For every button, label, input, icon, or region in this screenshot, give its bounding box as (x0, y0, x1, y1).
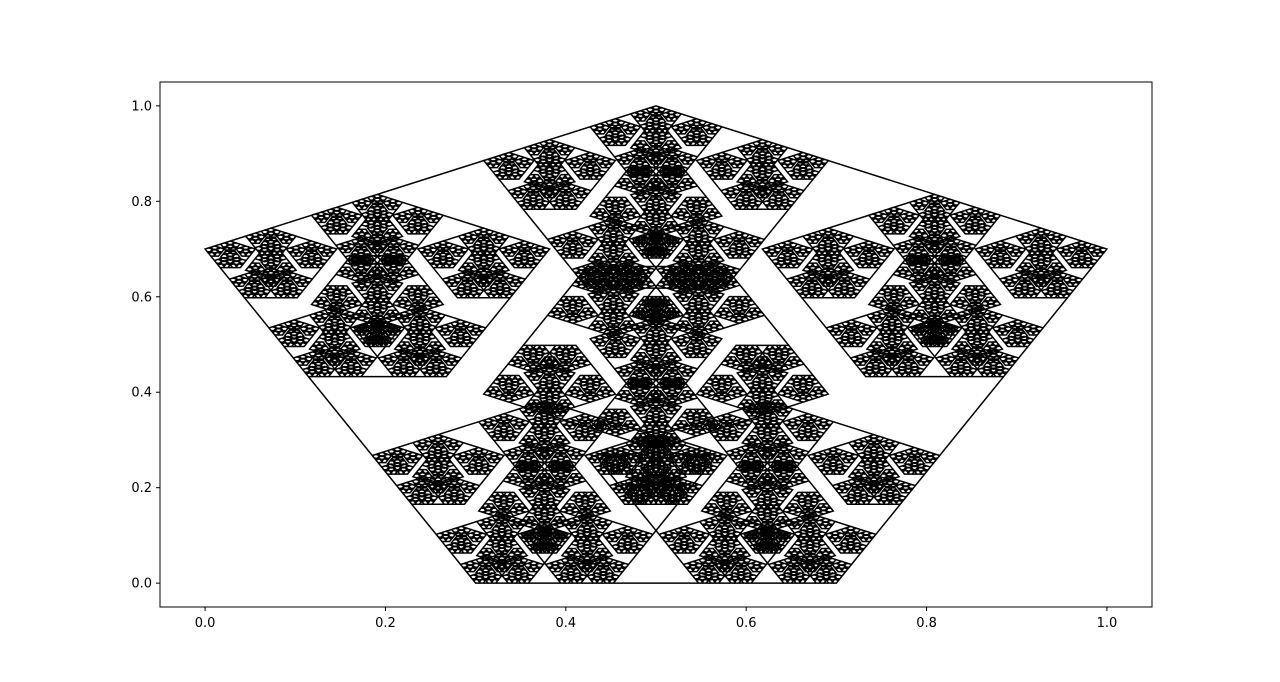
x-tick-label: 0.4 (555, 616, 576, 631)
x-tick-label: 1.0 (1097, 616, 1118, 631)
x-axis: 0.0 0.2 0.4 0.6 0.8 1.0 (195, 607, 1118, 631)
y-tick-label: 0.0 (131, 577, 152, 592)
y-tick-label: 0.8 (131, 195, 152, 210)
x-tick-label: 0.2 (375, 616, 396, 631)
y-tick-label: 1.0 (131, 99, 152, 114)
axes-frame (159, 81, 1153, 608)
x-tick-label: 0.0 (195, 616, 216, 631)
x-tick-label: 0.6 (736, 616, 757, 631)
fractal-path (203, 105, 1109, 584)
y-tick-label: 0.4 (131, 386, 152, 401)
y-tick-label: 0.2 (131, 481, 152, 496)
y-tick-label: 0.6 (131, 290, 152, 305)
x-tick-label: 0.8 (916, 616, 937, 631)
y-axis: 0.0 0.2 0.4 0.6 0.8 1.0 (131, 99, 160, 592)
fractal-lines (203, 105, 1109, 584)
